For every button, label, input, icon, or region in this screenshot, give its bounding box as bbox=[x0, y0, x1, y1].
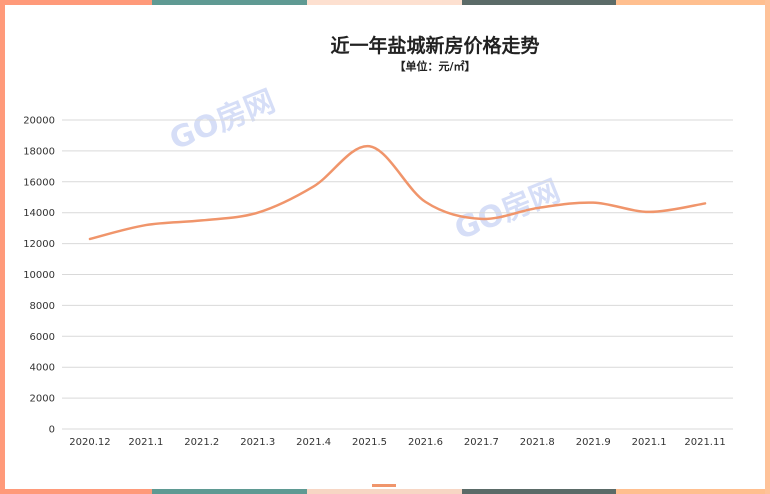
x-tick-label: 2021.1 bbox=[632, 437, 667, 448]
chart-title: 近一年盐城新房价格走势 bbox=[330, 34, 539, 57]
y-tick-label: 4000 bbox=[30, 363, 55, 374]
x-tick-label: 2021.6 bbox=[408, 437, 443, 448]
x-tick-label: 2021.9 bbox=[576, 437, 611, 448]
x-tick-label: 2020.12 bbox=[69, 437, 110, 448]
right-border bbox=[765, 0, 770, 494]
watermark: GO房网 bbox=[450, 174, 565, 248]
x-axis: 2020.12 2021.1 2021.2 2021.3 2021.4 2021.5 202… bbox=[69, 437, 725, 448]
bottom-border-segment bbox=[462, 489, 616, 494]
x-tick-label: 2021.8 bbox=[520, 437, 555, 448]
y-tick-label: 6000 bbox=[30, 332, 55, 343]
y-tick-label: 0 bbox=[49, 425, 55, 436]
chart-unit-subtitle: 【单位：元/㎡】 bbox=[394, 59, 475, 73]
x-tick-label: 2021.11 bbox=[684, 437, 725, 448]
top-border-segment bbox=[616, 0, 770, 5]
y-axis: 0 2000 4000 6000 8000 10000 12000 14000 16000 180… bbox=[23, 116, 55, 436]
watermarks: GO房网 GO房网 bbox=[165, 84, 565, 248]
y-tick-label: 8000 bbox=[30, 301, 55, 312]
bottom-border-segment bbox=[307, 489, 462, 494]
bottom-border-segment bbox=[152, 489, 307, 494]
top-border-segment bbox=[462, 0, 616, 5]
y-tick-label: 20000 bbox=[23, 116, 55, 127]
top-border-segment bbox=[152, 0, 307, 5]
top-border-segment bbox=[0, 0, 152, 5]
plot-area bbox=[88, 145, 707, 241]
x-tick-label: 2021.7 bbox=[464, 437, 499, 448]
x-tick-label: 2021.4 bbox=[296, 437, 331, 448]
bottom-border-segment bbox=[616, 489, 770, 494]
gridlines bbox=[62, 119, 733, 430]
y-tick-label: 18000 bbox=[23, 146, 55, 157]
x-tick-label: 2021.1 bbox=[128, 437, 163, 448]
watermark: GO房网 bbox=[165, 84, 280, 158]
y-tick-label: 10000 bbox=[23, 270, 55, 281]
top-border-segment bbox=[307, 0, 462, 5]
series-line bbox=[88, 145, 707, 241]
y-tick-label: 2000 bbox=[30, 394, 55, 405]
y-tick-label: 14000 bbox=[23, 208, 55, 219]
x-tick-label: 2021.2 bbox=[184, 437, 219, 448]
bottom-border-segment bbox=[0, 489, 152, 494]
y-tick-label: 12000 bbox=[23, 239, 55, 250]
y-tick-label: 16000 bbox=[23, 177, 55, 188]
left-border bbox=[0, 0, 5, 494]
x-tick-label: 2021.3 bbox=[240, 437, 275, 448]
legend-marker bbox=[372, 484, 396, 487]
x-tick-label: 2021.5 bbox=[352, 437, 387, 448]
